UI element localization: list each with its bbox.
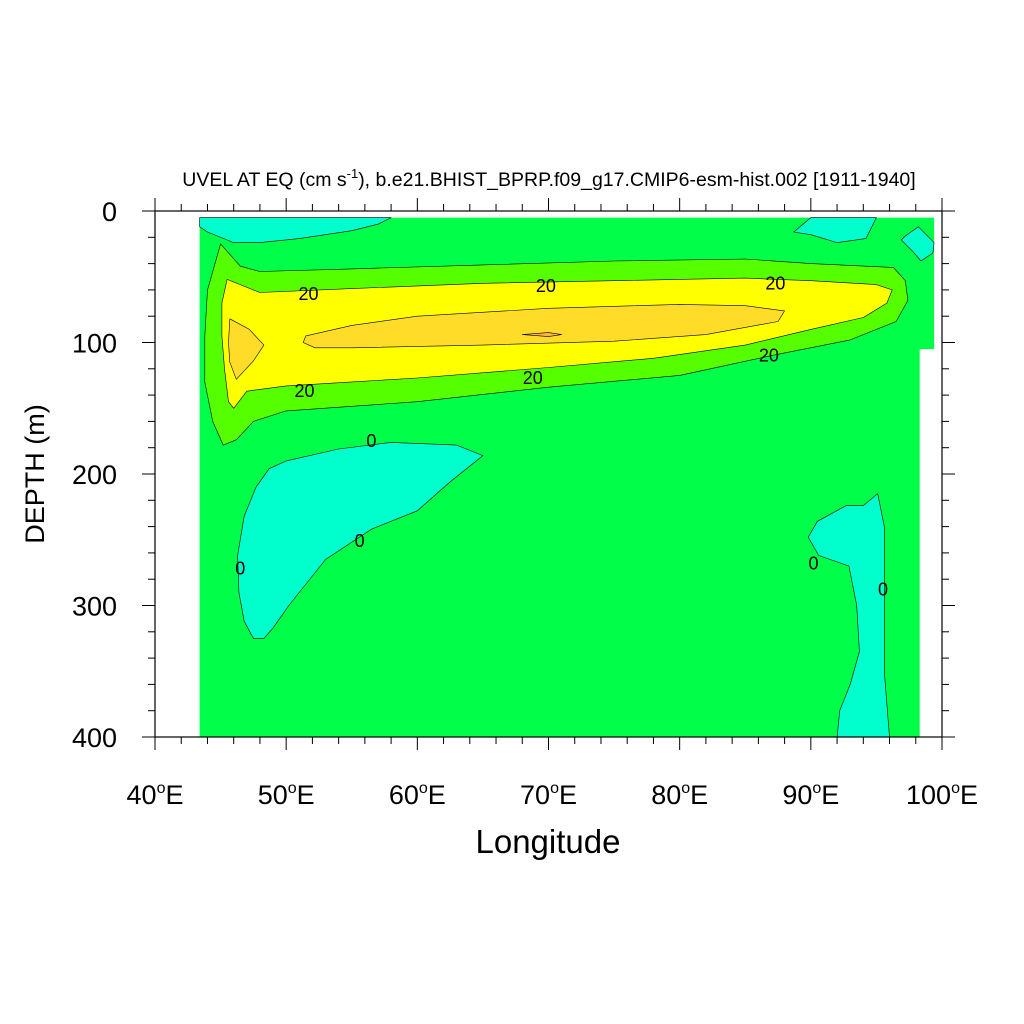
contour-region-neg-top-west [199, 217, 392, 243]
x-tick-label-100: 100oE [906, 780, 978, 810]
x-tick-label-90: 90oE [782, 780, 839, 810]
contour-fill-regions [199, 217, 935, 738]
axis-ticks [142, 198, 955, 750]
x-tick-label-80: 80oE [651, 780, 708, 810]
contour-region-neg-east-deep [807, 493, 890, 738]
y-tick-label-400: 400 [72, 723, 117, 753]
title-superscript: -1 [347, 166, 359, 181]
contour-label-7: 0 [355, 531, 365, 551]
chart-title: UVEL AT EQ (cm s-1), b.e21.BHIST_BPRP.f0… [182, 166, 915, 191]
contour-label-10: 0 [878, 580, 888, 600]
y-tick-label-0: 0 [102, 197, 117, 227]
x-tick-label-60: 60oE [389, 780, 446, 810]
contour-label-9: 0 [808, 553, 818, 573]
x-tick-label-40: 40oE [127, 780, 184, 810]
contour-label-2: 20 [765, 273, 785, 293]
chart-title-text: UVEL AT EQ (cm s-1), b.e21.BHIST_BPRP.f0… [182, 166, 915, 191]
contour-region-neg-west-deep [237, 442, 484, 639]
contour-label-3: 20 [759, 346, 779, 366]
title-suffix: ), b.e21.BHIST_BPRP.f09_g17.CMIP6-esm-hi… [358, 169, 916, 191]
y-axis-label: DEPTH (m) [20, 404, 50, 543]
y-tick-label-200: 200 [72, 460, 117, 490]
title-prefix: UVEL AT EQ (cm s [182, 169, 347, 191]
y-tick-label-300: 300 [72, 592, 117, 622]
contour-label-8: 0 [235, 559, 245, 579]
contour-region-neg-top-far-east [900, 226, 935, 262]
x-tick-label-70: 70oE [520, 780, 577, 810]
contour-label-4: 20 [523, 368, 543, 388]
contour-label-5: 20 [294, 381, 314, 401]
contour-label-0: 20 [298, 284, 318, 304]
y-tick-label-100: 100 [72, 329, 117, 359]
x-axis-label: Longitude [476, 823, 621, 860]
contour-region-neg-top-east [793, 217, 877, 243]
axis-tick-labels: 40oE 50oE 60oE 70oE 80oE 90oE 100oE01002003004… [72, 197, 978, 810]
contour-labels: 20 20 20 20 20 20 0 0 0 0 0 [235, 273, 888, 599]
contour-region-band-40-50 [521, 332, 562, 337]
contour-label-1: 20 [536, 276, 556, 296]
contour-region-band-30-40-west [228, 318, 265, 380]
contour-region-band-30-40 [302, 304, 785, 349]
x-tick-label-50: 50oE [258, 780, 315, 810]
contour-label-6: 0 [366, 431, 376, 451]
